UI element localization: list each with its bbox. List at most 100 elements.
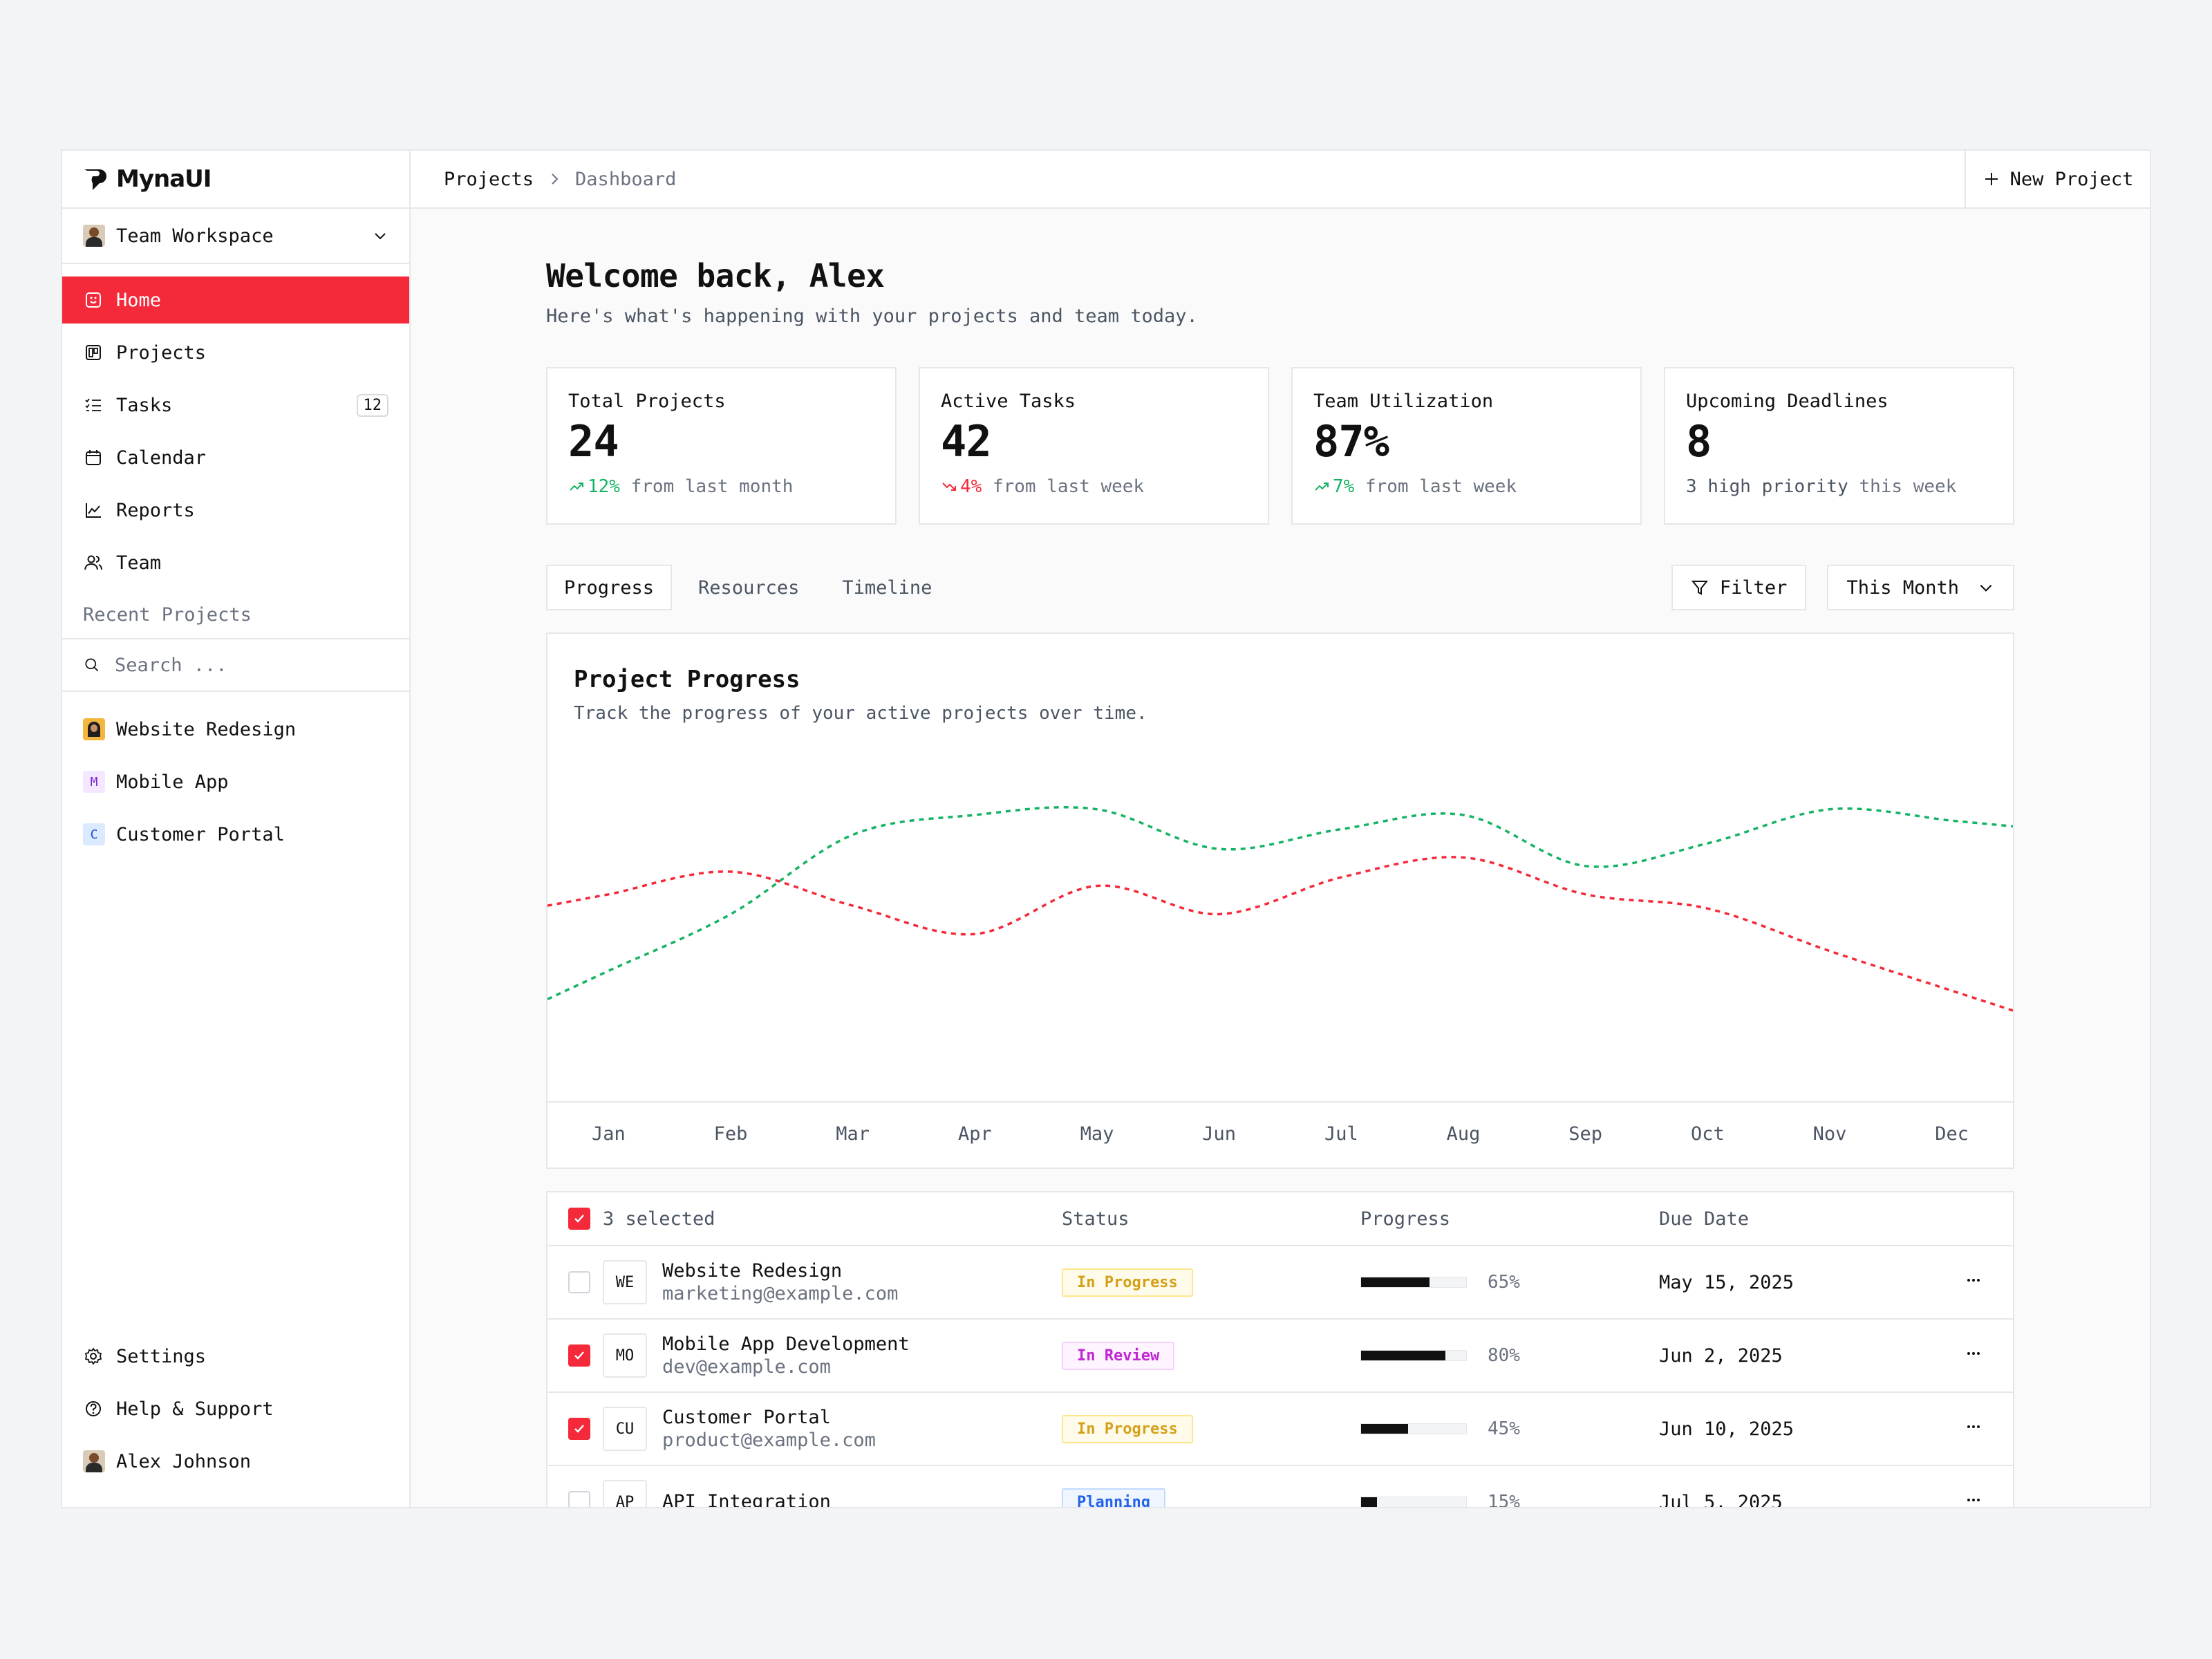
more-horizontal-icon [1967, 1425, 1980, 1428]
help-icon [86, 1401, 101, 1416]
sidebar-item-projects[interactable]: Projects [62, 329, 409, 376]
sidebar-item-home[interactable]: Home [62, 276, 409, 324]
home-icon [86, 292, 101, 308]
brand-name: MynaUI [116, 165, 212, 193]
sidebar-item-settings[interactable]: Settings [62, 1330, 409, 1382]
select-all-checkbox[interactable] [568, 1208, 590, 1230]
progress-bar-fill [1361, 1351, 1445, 1360]
recent-project-website-redesign[interactable]: Website Redesign [62, 703, 409, 756]
project-progress-chart: Project Progress Track the progress of y… [546, 632, 2014, 1169]
recent-project-customer-portal[interactable]: C Customer Portal [62, 808, 409, 861]
calendar-icon [86, 450, 101, 465]
project-name[interactable]: Customer Portal [662, 1407, 831, 1428]
project-initials: CU [603, 1407, 647, 1451]
brand[interactable]: MynaUI [62, 151, 409, 209]
sidebar-item-team[interactable]: Team [62, 539, 409, 586]
help-label: Help & Support [116, 1398, 274, 1420]
app-window: MynaUI Team Workspace Home Projects Task… [61, 149, 2151, 1508]
new-project-button[interactable]: New Project [1965, 151, 2150, 207]
status-cell: In Progress [1062, 1414, 1360, 1443]
project-search[interactable]: Search ... [62, 638, 409, 692]
period-label: This Month [1846, 577, 1959, 599]
more-horizontal-icon [1967, 1278, 1980, 1282]
progress-cell: 15% [1360, 1492, 1659, 1507]
stat-label: Active Tasks [941, 391, 1076, 412]
trend-up-icon [1315, 482, 1329, 491]
workspace-avatar [83, 225, 105, 247]
row-checkbox[interactable] [568, 1418, 590, 1440]
filter-label: Filter [1719, 577, 1788, 599]
table-row[interactable]: AP API Integration Planning 15% Jul 5, 2… [547, 1466, 2013, 1508]
breadcrumb-current: Dashboard [575, 168, 677, 190]
project-initials: AP [603, 1480, 647, 1507]
row-more-button[interactable] [1963, 1343, 2013, 1369]
sidebar-item-help[interactable]: Help & Support [62, 1382, 409, 1435]
sidebar-item-tasks[interactable]: Tasks 12 [62, 382, 409, 429]
row-checkbox[interactable] [568, 1491, 590, 1507]
status-badge: In Review [1062, 1341, 1175, 1370]
sidebar-item-calendar[interactable]: Calendar [62, 434, 409, 481]
due-date: May 15, 2025 [1659, 1271, 1794, 1293]
project-name[interactable]: Mobile App Development [662, 1333, 910, 1355]
project-name-block: API Integration [662, 1490, 831, 1508]
status-cell: Planning [1062, 1488, 1360, 1507]
table-row[interactable]: CU Customer Portal product@example.com I… [547, 1393, 2013, 1466]
stats-row: Total Projects 24 12% from last month Ac… [546, 367, 2014, 525]
search-input[interactable]: Search ... [115, 654, 227, 676]
x-axis: Jan Feb Mar Apr May Jun Jul Aug Sep Oct Nov Dec [547, 1101, 2013, 1168]
project-initials: MO [603, 1333, 647, 1378]
projects-icon [86, 345, 101, 360]
stat-delta-value: 12% [588, 476, 620, 497]
stat-value: 87% [1313, 416, 1389, 467]
progress-bar-fill [1361, 1497, 1377, 1507]
tab-resources[interactable]: Resources [698, 577, 800, 599]
tab-timeline[interactable]: Timeline [842, 577, 932, 599]
column-header-status[interactable]: Status [1062, 1208, 1130, 1230]
table-row[interactable]: MO Mobile App Development dev@example.co… [547, 1320, 2013, 1393]
more-horizontal-icon [1967, 1498, 1980, 1501]
project-cell: MO Mobile App Development dev@example.co… [603, 1333, 1062, 1378]
sidebar-item-label: Calendar [116, 447, 207, 469]
plus-icon [1985, 173, 1998, 185]
stat-delta-suffix: from last week [992, 476, 1145, 497]
page-title: Welcome back, Alex [546, 257, 885, 294]
column-header-progress[interactable]: Progress [1360, 1208, 1451, 1230]
projects-table: 3 selected Status Progress Due Date WE W… [546, 1191, 2014, 1508]
tab-progress[interactable]: Progress [546, 565, 673, 610]
project-name[interactable]: API Integration [662, 1490, 831, 1508]
row-check-cell [547, 1418, 603, 1440]
trend-up-icon [570, 482, 583, 491]
status-badge: Planning [1062, 1488, 1165, 1507]
due-date: Jun 10, 2025 [1659, 1418, 1794, 1440]
settings-label: Settings [116, 1345, 207, 1367]
check-icon [574, 1215, 584, 1223]
project-chip: M [83, 771, 105, 793]
row-checkbox[interactable] [568, 1271, 590, 1293]
table-row[interactable]: WE Website Redesign marketing@example.co… [547, 1246, 2013, 1320]
breadcrumb-root[interactable]: Projects [444, 168, 534, 190]
workspace-switcher[interactable]: Team Workspace [62, 209, 409, 264]
stat-delta-suffix: from last week [1365, 476, 1517, 497]
project-name-block: Customer Portal product@example.com [662, 1407, 876, 1451]
project-image-icon [83, 718, 105, 740]
row-more-button[interactable] [1963, 1490, 2013, 1508]
progress-cell: 80% [1360, 1345, 1659, 1366]
stat-delta-value: 3 high priority [1686, 476, 1848, 497]
trend-down-icon [942, 482, 956, 491]
period-select[interactable]: This Month [1827, 565, 2014, 610]
user-profile[interactable]: Alex Johnson [62, 1435, 409, 1488]
row-more-button[interactable] [1963, 1416, 2013, 1442]
chart-subtitle: Track the progress of your active projec… [574, 703, 1147, 724]
row-checkbox[interactable] [568, 1344, 590, 1367]
project-name[interactable]: Website Redesign [662, 1260, 843, 1282]
filter-button[interactable]: Filter [1671, 565, 1807, 610]
stat-label: Total Projects [568, 391, 726, 412]
x-tick-label: Jun [1202, 1123, 1237, 1145]
recent-project-mobile-app[interactable]: M Mobile App [62, 756, 409, 808]
sidebar: MynaUI Team Workspace Home Projects Task… [62, 151, 411, 1507]
table-header: 3 selected Status Progress Due Date [547, 1192, 2013, 1246]
row-more-button[interactable] [1963, 1270, 2013, 1295]
project-cell: CU Customer Portal product@example.com [603, 1407, 1062, 1451]
column-header-due-date[interactable]: Due Date [1659, 1208, 1750, 1230]
sidebar-item-reports[interactable]: Reports [62, 487, 409, 534]
